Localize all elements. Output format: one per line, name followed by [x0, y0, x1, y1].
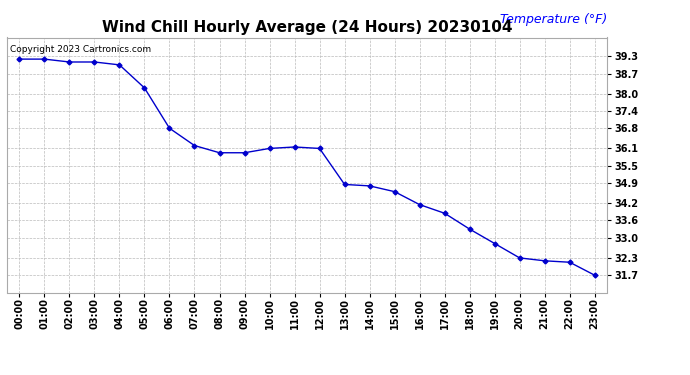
- Title: Wind Chill Hourly Average (24 Hours) 20230104: Wind Chill Hourly Average (24 Hours) 202…: [102, 20, 512, 35]
- Text: Copyright 2023 Cartronics.com: Copyright 2023 Cartronics.com: [10, 45, 151, 54]
- Text: Temperature (°F): Temperature (°F): [500, 13, 607, 26]
